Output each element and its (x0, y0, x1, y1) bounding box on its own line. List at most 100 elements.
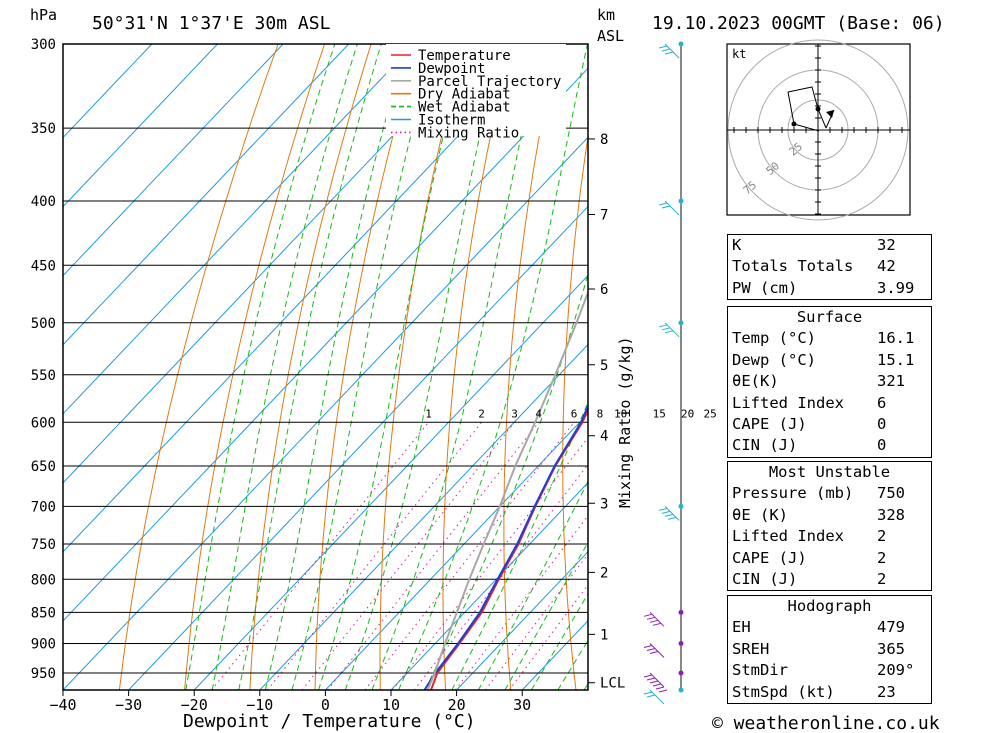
mixing-ratio-line (301, 421, 515, 690)
hodo-index-row: SREH 365 (727, 638, 932, 661)
top-index-key: Totals Totals (727, 256, 873, 278)
top-index-value: 32 (873, 234, 932, 257)
temperature-tick-label: 30 (513, 696, 531, 714)
mixing-ratio-line (267, 421, 482, 690)
background-lines (63, 44, 1000, 690)
mixing-ratio-label: 20 (681, 407, 694, 420)
wind-barb-feather (664, 51, 674, 55)
hodograph-kt-label: kt (732, 47, 746, 61)
mu-index-key: θE (K) (727, 504, 873, 527)
isotherm-line (259, 343, 588, 690)
dry-adiabat-line (249, 44, 372, 690)
height-tick-label: 7 (600, 208, 608, 224)
wind-level-dot (678, 41, 684, 47)
hodo-index-row: EH 479 (727, 617, 932, 639)
height-tick-label: 4 (600, 429, 608, 445)
pressure-tick-label: 800 (31, 572, 56, 588)
hodo-index-value: 209° (873, 660, 932, 682)
wind-barb-feather (649, 619, 659, 623)
surface-index-title: Surface (727, 306, 932, 329)
wet-adiabat-line (238, 44, 382, 690)
height-tick-label: 8 (600, 132, 608, 148)
dry-adiabat-line (929, 44, 1000, 690)
wind-level-dot (678, 198, 684, 204)
wet-adiabat-line (424, 271, 588, 690)
pressure-tick-label: 700 (31, 499, 56, 515)
pressure-tick-label: 350 (31, 121, 56, 137)
mu-index-key: CIN (J) (727, 569, 873, 592)
dewpoint-profile-line (423, 403, 588, 690)
legend-label: Temperature (418, 48, 511, 64)
mixing-ratio-label: 2 (478, 407, 485, 420)
mu-index-row: Pressure (mb) 750 (727, 483, 932, 505)
wet-adiabat-line (291, 44, 436, 690)
isotherm-line (325, 412, 588, 690)
mixing-ratio-label: 3 (511, 407, 518, 420)
pressure-tick-label: 400 (31, 194, 56, 210)
mixing-ratio-label: 4 (535, 407, 542, 420)
hodograph-arrow-head (826, 110, 834, 118)
temperature-tick-label: −40 (49, 696, 76, 714)
wind-barb-staff (664, 322, 680, 338)
surface-index-key: Lifted Index (727, 392, 873, 415)
dry-adiabat-line (503, 44, 558, 690)
surface-index-value: 16.1 (873, 328, 932, 350)
mixing-ratio-label: 15 (653, 407, 666, 420)
pressure-tick-label: 550 (31, 368, 56, 384)
isotherm-line (390, 481, 588, 690)
wind-barb-feather (649, 651, 659, 654)
temperature-tick-label: 10 (382, 696, 400, 714)
wind-barb-feather (664, 513, 674, 517)
wind-barb (643, 611, 665, 627)
wind-level-dot (678, 320, 684, 326)
hodo-index-value: 23 (873, 681, 932, 705)
wind-level-dot (678, 670, 684, 676)
surface-index-value: 0 (873, 414, 932, 436)
wind-level-dot (678, 609, 684, 615)
dry-adiabat-line (184, 44, 326, 690)
wind-barb-feather (655, 686, 665, 690)
wet-adiabat-line (398, 44, 588, 690)
datetime-title: 19.10.2023 00GMT (Base: 06) (652, 13, 945, 34)
legend-label: Parcel Trajectory (418, 74, 561, 90)
mu-index-row: θE (K) 328 (727, 504, 932, 527)
dry-adiabat-line (976, 44, 1000, 690)
mu-index-value: 328 (873, 504, 932, 527)
wind-barb-staff (664, 200, 680, 216)
temperature-tick-label: −30 (115, 696, 142, 714)
isotherm-line (63, 44, 153, 139)
wind-barb (643, 672, 668, 693)
surface-index-key: Temp (°C) (727, 328, 873, 350)
pressure-tick-label: 950 (31, 666, 56, 682)
mu-index-title-row: Most Unstable (727, 461, 932, 484)
wind-barb-feather (646, 677, 656, 681)
dry-adiabat-line (562, 133, 588, 690)
mixing-ratio-label: 6 (571, 407, 578, 420)
wet-adiabat-line (451, 401, 588, 690)
pressure-tick-label: 900 (31, 637, 56, 653)
surface-index-value: 0 (873, 435, 932, 458)
legend-label: Dry Adiabat (418, 87, 511, 103)
mixing-ratio-label: 8 (597, 407, 604, 420)
isotherm-line (456, 550, 588, 690)
isotherm-line (63, 44, 546, 553)
surface-index-value: 321 (873, 371, 932, 393)
isotherm-line (63, 44, 284, 277)
wind-level-dot (678, 641, 684, 647)
wet-adiabat-line (344, 44, 502, 690)
hodograph-point (815, 106, 821, 112)
wind-barb-staff (649, 672, 665, 688)
wind-barb-feather (643, 613, 653, 617)
wind-barb-feather (643, 645, 653, 648)
hodo-index-value: 479 (873, 617, 932, 639)
hodo-index-row: StmDir 209° (727, 660, 932, 682)
mu-index-row: Lifted Index 2 (727, 526, 932, 548)
surface-index-row: θE(K) 321 (727, 371, 932, 393)
mixing-ratio-line (211, 421, 429, 690)
hodograph-trace (787, 86, 827, 132)
hodo-index-title-row: Hodograph (727, 595, 932, 618)
mixing-ratio-line (454, 515, 588, 690)
wind-barb-column (643, 41, 684, 705)
mixing-ratio-label: 25 (703, 407, 716, 420)
